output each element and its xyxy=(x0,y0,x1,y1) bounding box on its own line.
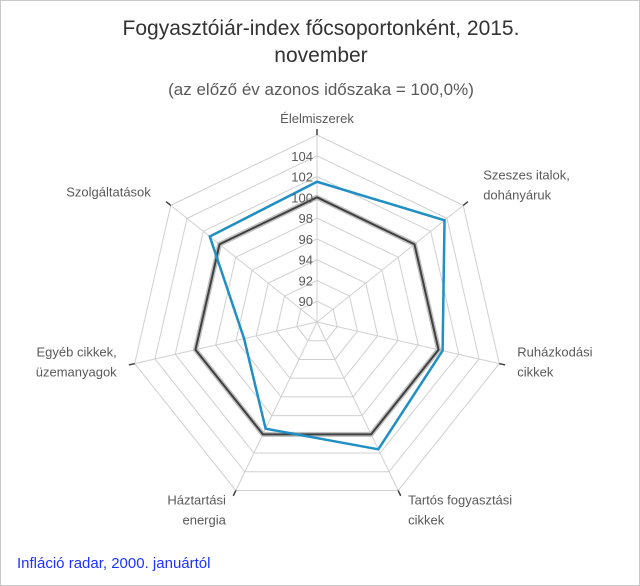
category-label-line: üzemanyagok xyxy=(36,365,117,380)
category-label-line: Szeszes italok, xyxy=(483,167,570,182)
grid-ring-90 xyxy=(296,300,338,342)
axis-tick xyxy=(128,362,135,366)
series-1-line xyxy=(208,180,446,451)
grid-spokes xyxy=(134,135,500,491)
category-label-line: cikkek xyxy=(408,512,445,527)
axis-tick xyxy=(232,490,237,497)
chart-subtitle: (az előző év azonos időszaka = 100,0%) xyxy=(168,80,474,99)
axis-tick xyxy=(462,201,469,206)
chart-title-line-2: november xyxy=(274,44,368,67)
axis-tick xyxy=(165,201,172,206)
grid-spoke xyxy=(134,321,318,365)
tick-label: 102 xyxy=(291,170,313,185)
tick-label: 98 xyxy=(299,211,313,226)
tick-label: 100 xyxy=(291,190,313,205)
category-label: Tartós fogyasztási cikkek xyxy=(408,492,512,527)
grid-ring-98 xyxy=(215,217,419,417)
category-label: Egyéb cikkek, üzemanyagok xyxy=(36,345,117,380)
tick-labels: 90 92 94 96 98 100 102 104 xyxy=(291,149,313,309)
category-label: Ruházkodási cikkek xyxy=(517,345,592,380)
category-label: Élelmiszerek xyxy=(280,111,354,126)
tick-label: 94 xyxy=(299,253,313,268)
chart-title-line-1: Fogyasztóiár-index főcsoportonként, 2015… xyxy=(122,17,520,40)
grid-ring-102 xyxy=(174,176,460,454)
category-label-line: Egyéb cikkek, xyxy=(36,345,116,360)
grid-spoke xyxy=(316,205,464,323)
grid-ring-96 xyxy=(235,238,399,398)
tick-label: 90 xyxy=(299,294,313,309)
category-label-line: Ruházkodási xyxy=(517,345,592,360)
grid-ring-106 xyxy=(134,134,500,491)
grid-spoke xyxy=(316,321,500,365)
grid-ring-94 xyxy=(255,259,379,379)
axis-tick xyxy=(499,362,506,366)
category-label: Szeszes italok, dohányáruk xyxy=(483,167,570,202)
series-0-line xyxy=(194,196,440,436)
grid-spoke xyxy=(170,205,318,323)
category-labels: Élelmiszerek Szeszes italok, dohányáruk Ruh… xyxy=(36,111,593,527)
grid-ring-104 xyxy=(154,155,480,473)
category-label-line: cikkek xyxy=(517,365,554,380)
category-label-line: energia xyxy=(182,512,226,527)
category-label-line: Szolgáltatások xyxy=(66,184,151,199)
tick-label: 104 xyxy=(291,149,313,164)
category-label-line: Tartós fogyasztási xyxy=(408,492,512,507)
grid-ring-92 xyxy=(275,279,359,360)
inflation-radar-link[interactable]: Infláció radar, 2000. januártól xyxy=(17,555,211,572)
category-label-line: dohányáruk xyxy=(483,187,551,202)
grid-spoke xyxy=(235,321,318,491)
chart-title: Fogyasztóiár-index főcsoportonként, 2015… xyxy=(1,15,639,69)
category-label-line: Élelmiszerek xyxy=(280,111,354,126)
series-layer xyxy=(192,180,446,451)
category-label: Szolgáltatások xyxy=(66,184,151,199)
tick-label: 96 xyxy=(299,232,313,247)
grid-spoke xyxy=(316,321,399,491)
category-label-line: Háztartási xyxy=(167,492,226,507)
category-label: Háztartási energia xyxy=(167,492,226,527)
tick-label: 92 xyxy=(299,273,313,288)
axis-tick xyxy=(397,490,402,497)
